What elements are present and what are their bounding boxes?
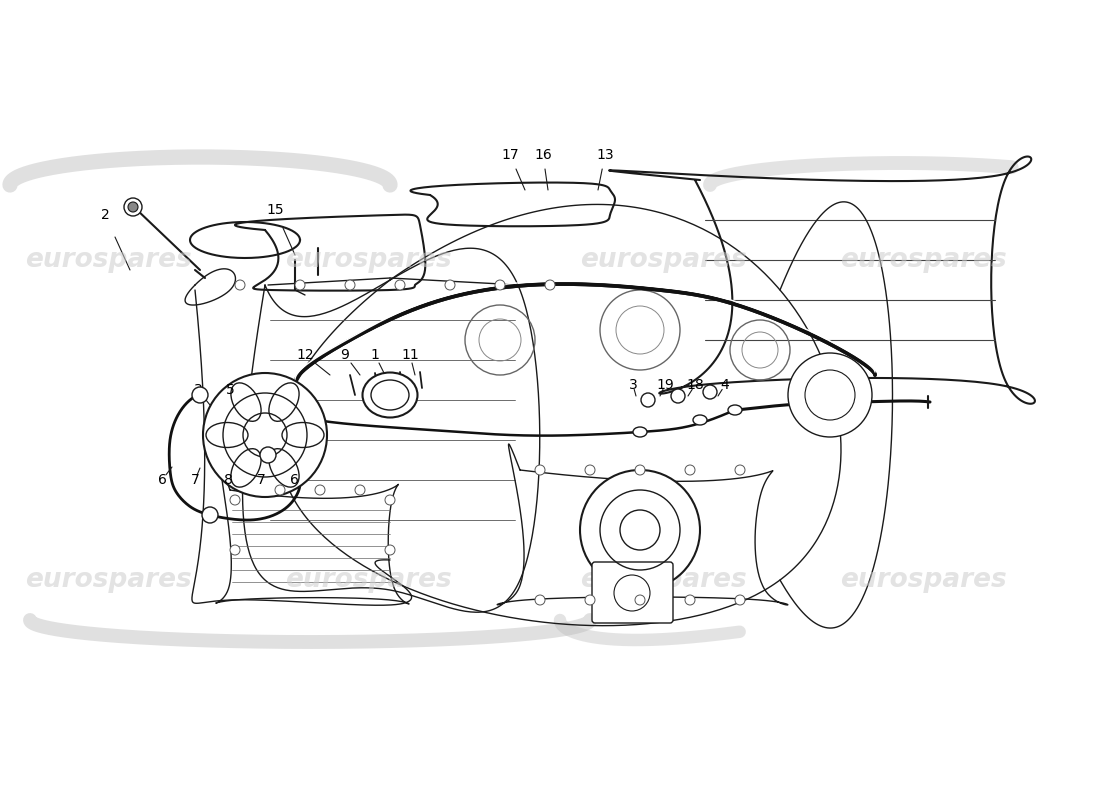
Circle shape [635, 465, 645, 475]
Ellipse shape [728, 405, 743, 415]
Text: 4: 4 [720, 378, 729, 392]
Circle shape [345, 280, 355, 290]
Circle shape [671, 389, 685, 403]
Circle shape [544, 280, 556, 290]
Text: 3: 3 [194, 383, 202, 397]
Text: 15: 15 [266, 203, 284, 217]
Circle shape [235, 280, 245, 290]
Circle shape [635, 595, 645, 605]
Text: 9: 9 [341, 348, 350, 362]
Text: 3: 3 [628, 378, 637, 392]
Ellipse shape [231, 383, 261, 422]
Circle shape [124, 198, 142, 216]
Text: eurospares: eurospares [580, 567, 747, 593]
Text: 11: 11 [402, 348, 419, 362]
Text: 16: 16 [535, 148, 552, 162]
Circle shape [685, 595, 695, 605]
Text: 5: 5 [226, 383, 234, 397]
Circle shape [395, 280, 405, 290]
Circle shape [641, 393, 654, 407]
Circle shape [355, 485, 365, 495]
Ellipse shape [268, 449, 299, 487]
Text: 7: 7 [190, 473, 199, 487]
Text: 12: 12 [296, 348, 314, 362]
Circle shape [230, 545, 240, 555]
Circle shape [585, 595, 595, 605]
Text: 18: 18 [686, 378, 704, 392]
Ellipse shape [632, 427, 647, 437]
Ellipse shape [268, 383, 299, 422]
FancyBboxPatch shape [592, 562, 673, 623]
Circle shape [385, 495, 395, 505]
Text: eurospares: eurospares [840, 247, 1006, 273]
Circle shape [260, 447, 276, 463]
Circle shape [735, 595, 745, 605]
Ellipse shape [231, 449, 261, 487]
Circle shape [275, 485, 285, 495]
Text: eurospares: eurospares [840, 567, 1006, 593]
Circle shape [495, 280, 505, 290]
Text: 6: 6 [289, 473, 298, 487]
Circle shape [535, 465, 544, 475]
Text: eurospares: eurospares [285, 247, 452, 273]
Circle shape [204, 373, 327, 497]
Circle shape [703, 385, 717, 399]
Circle shape [192, 387, 208, 403]
Text: 19: 19 [656, 378, 674, 392]
Circle shape [685, 465, 695, 475]
Ellipse shape [282, 422, 324, 447]
Circle shape [585, 465, 595, 475]
Text: eurospares: eurospares [25, 247, 191, 273]
Circle shape [295, 280, 305, 290]
Text: 13: 13 [596, 148, 614, 162]
Text: 1: 1 [371, 348, 380, 362]
Circle shape [315, 485, 324, 495]
Text: 2: 2 [100, 208, 109, 222]
Ellipse shape [363, 373, 418, 418]
Text: 8: 8 [223, 473, 232, 487]
Text: 17: 17 [502, 148, 519, 162]
Circle shape [735, 465, 745, 475]
Text: eurospares: eurospares [285, 567, 452, 593]
Ellipse shape [206, 422, 248, 447]
Ellipse shape [693, 415, 707, 425]
Circle shape [202, 507, 218, 523]
Text: eurospares: eurospares [580, 247, 747, 273]
Circle shape [580, 470, 700, 590]
Text: eurospares: eurospares [25, 567, 191, 593]
Circle shape [788, 353, 872, 437]
Circle shape [230, 495, 240, 505]
Circle shape [385, 545, 395, 555]
Text: 6: 6 [157, 473, 166, 487]
Circle shape [128, 202, 138, 212]
Text: 7: 7 [256, 473, 265, 487]
Circle shape [446, 280, 455, 290]
Circle shape [535, 595, 544, 605]
